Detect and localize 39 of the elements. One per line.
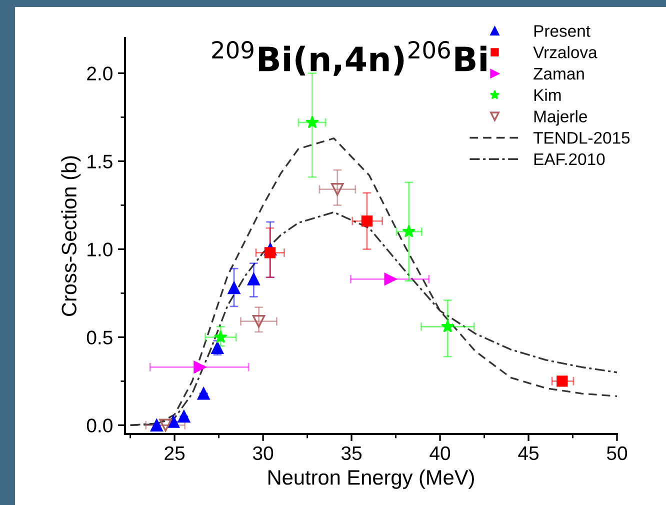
- y-tick-label: 1.0: [88, 242, 112, 256]
- point: [361, 215, 372, 227]
- point: [159, 418, 172, 432]
- legend-label: Present: [534, 25, 590, 37]
- point: [228, 282, 240, 294]
- y-tick-label: 2.0: [87, 66, 112, 80]
- point: [178, 410, 190, 423]
- legend-label: Vrzalova: [533, 46, 598, 58]
- point: [440, 320, 454, 332]
- point: [402, 224, 416, 238]
- point: [330, 182, 344, 196]
- x-tick-label: 45: [518, 446, 539, 460]
- point: [150, 418, 163, 432]
- point: [197, 387, 210, 400]
- point: [167, 415, 180, 428]
- point: [264, 247, 276, 258]
- y-tick-label: 0.5: [86, 330, 112, 344]
- point: [252, 314, 266, 328]
- x-tick-label: 25: [164, 446, 185, 460]
- legend-label: Kim: [534, 88, 561, 101]
- point: [384, 272, 397, 286]
- y-tick-label: 0.0: [86, 418, 112, 432]
- chart-title: $^{209}$Bi(n,4n)$^{206}$Bi: [212, 41, 486, 76]
- legend-label: TENDL-2015: [533, 132, 630, 144]
- point: [214, 330, 228, 343]
- y-axis-title: Cross-Section (b): [61, 156, 81, 316]
- x-tick-label: 50: [606, 446, 628, 460]
- point: [306, 116, 319, 128]
- x-tick-label: 40: [430, 446, 450, 460]
- x-axis-title: Neutron Energy (MeV): [268, 469, 474, 489]
- legend-label: Zaman: [534, 68, 584, 80]
- point: [556, 376, 568, 387]
- point: [194, 360, 206, 374]
- y-tick-label: 1.5: [88, 154, 112, 168]
- x-tick-label: 35: [341, 446, 362, 460]
- x-tick-label: 30: [252, 446, 274, 460]
- point: [247, 272, 260, 286]
- legend-label: EAF.2010: [534, 153, 605, 166]
- legend-label: Majerle: [534, 110, 587, 126]
